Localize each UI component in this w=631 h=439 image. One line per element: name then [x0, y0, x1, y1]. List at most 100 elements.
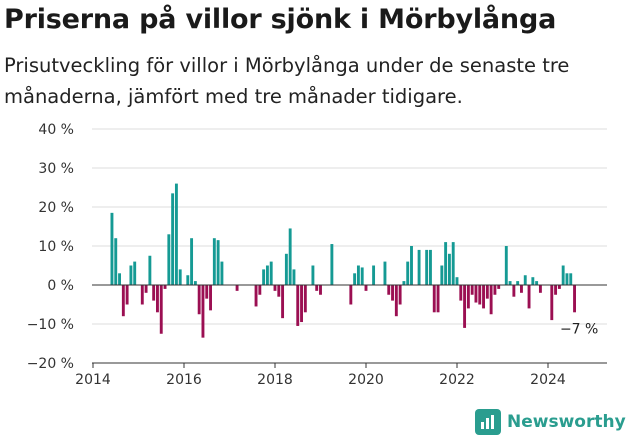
bar	[254, 285, 258, 307]
bar	[356, 265, 360, 285]
bar	[531, 277, 535, 285]
bar	[410, 246, 413, 285]
bar	[565, 273, 569, 285]
bar	[277, 285, 281, 297]
bar	[265, 265, 269, 285]
y-tick-label: 0 %	[47, 278, 74, 294]
bar	[425, 249, 429, 285]
bar	[110, 212, 114, 285]
bar	[508, 281, 512, 285]
bar	[133, 261, 137, 285]
bar	[190, 238, 194, 285]
x-tick-label: 2018	[257, 372, 293, 388]
bar	[296, 285, 300, 326]
bar	[482, 285, 485, 309]
bar	[432, 285, 436, 313]
bar	[311, 265, 315, 285]
bar	[178, 269, 182, 285]
bar	[516, 281, 520, 285]
bar-chart-badge-icon	[475, 409, 501, 435]
bar	[186, 275, 190, 285]
bar	[557, 285, 561, 289]
newsworthy-logo: Newsworthy	[475, 406, 626, 438]
bar	[538, 285, 542, 293]
bar	[144, 285, 148, 293]
bar	[353, 273, 357, 285]
bar	[520, 285, 523, 293]
bar	[220, 261, 224, 285]
bar	[212, 238, 216, 285]
bar	[300, 285, 303, 323]
bar	[292, 269, 296, 285]
bar	[216, 240, 220, 285]
bar	[391, 285, 394, 301]
bar	[262, 269, 266, 285]
bar	[209, 285, 212, 311]
bar	[156, 285, 159, 313]
bar	[429, 249, 432, 285]
bar	[485, 285, 489, 299]
bar	[493, 285, 497, 295]
x-tick-label: 2024	[530, 372, 566, 388]
bar	[489, 285, 493, 315]
bar	[554, 285, 558, 295]
bar	[269, 261, 273, 285]
bar	[159, 285, 163, 334]
bar	[281, 285, 285, 319]
y-tick-label: 30 %	[38, 161, 74, 177]
bar	[167, 234, 171, 285]
bar	[114, 238, 118, 285]
bar	[163, 285, 167, 289]
bar	[152, 285, 156, 301]
x-tick-label: 2020	[348, 372, 384, 388]
x-tick-label: 2016	[166, 372, 202, 388]
bar	[535, 281, 539, 285]
bar	[470, 285, 474, 295]
bar	[201, 285, 205, 338]
bar	[561, 265, 565, 285]
bar	[387, 285, 391, 295]
bar	[360, 267, 364, 285]
bar	[504, 246, 508, 285]
bar	[197, 285, 201, 315]
bar	[440, 265, 444, 285]
bar	[319, 285, 322, 295]
bar	[288, 228, 292, 285]
bar	[417, 249, 421, 285]
bars	[110, 183, 576, 338]
x-ticks: 2014 2016 2018 2020 2022 2024	[75, 363, 566, 388]
bar	[121, 285, 125, 317]
bar	[235, 285, 239, 291]
last-value-annotation: −7 %	[560, 321, 598, 337]
y-tick-label: −20 %	[27, 356, 74, 372]
bar	[444, 242, 448, 285]
bar	[205, 285, 209, 299]
logo-text: Newsworthy	[507, 412, 626, 432]
bar	[330, 244, 334, 285]
bar	[125, 285, 129, 305]
bar	[148, 255, 152, 285]
bar	[523, 275, 527, 285]
bar	[394, 285, 398, 317]
bar	[258, 285, 262, 295]
bar	[436, 285, 440, 313]
bar	[463, 285, 467, 328]
x-tick-label: 2014	[75, 372, 111, 388]
bar	[447, 253, 451, 285]
bar	[174, 183, 178, 285]
bar	[303, 285, 307, 313]
bar	[383, 261, 387, 285]
bar	[466, 285, 470, 309]
chart-title: Priserna på villor sjönk i Mörbylånga	[4, 4, 557, 35]
y-tick-label: 40 %	[38, 122, 74, 138]
bar	[478, 285, 482, 305]
bar	[372, 265, 376, 285]
bar	[315, 285, 319, 291]
bar	[474, 285, 478, 303]
bar	[398, 285, 402, 305]
bar	[129, 265, 133, 285]
bar	[459, 285, 463, 301]
bar	[406, 261, 410, 285]
bar	[140, 285, 144, 305]
